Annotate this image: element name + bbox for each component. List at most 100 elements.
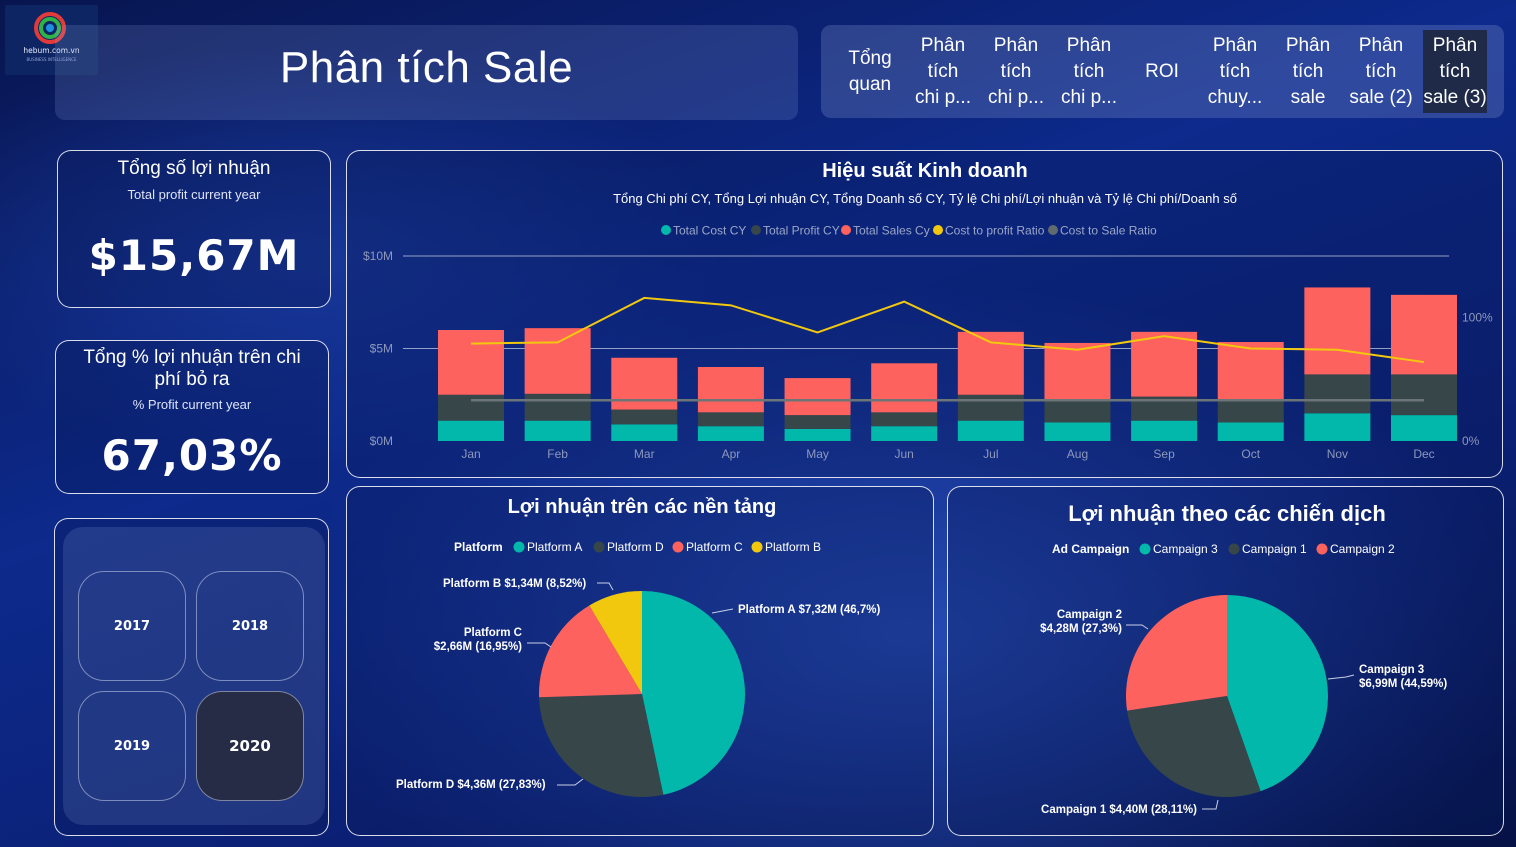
bar-total-sales[interactable] (1044, 342, 1111, 401)
chart-title: Lợi nhuận trên các nền tảng (508, 496, 777, 518)
line-cost-to-profit-ratio[interactable] (470, 296, 1425, 364)
y-tick-label: $10M (363, 249, 393, 263)
legend-label[interactable]: Total Sales Cy (853, 224, 930, 238)
legend-label[interactable]: Platform D (607, 540, 664, 554)
nav-tab-phan-tich-chi-phi-1[interactable]: Phân tích chi p... (915, 34, 971, 108)
bar-total-cost[interactable] (697, 426, 764, 441)
y2-tick-label: 100% (1462, 311, 1493, 325)
kpi-value: 67,03% (101, 431, 283, 480)
bar-total-cost[interactable] (871, 426, 938, 441)
data-label: Campaign 2 (1057, 609, 1122, 621)
nav-tab-phan-tich-chi-phi-2[interactable]: Phân tích chi p... (988, 34, 1044, 108)
bar-total-sales[interactable] (871, 363, 938, 413)
bar-total-profit[interactable] (1391, 374, 1457, 416)
bar-total-sales[interactable] (1391, 294, 1457, 375)
bar-total-profit[interactable] (871, 412, 938, 427)
x-tick-label: Dec (1413, 447, 1434, 461)
bar-total-profit[interactable] (1044, 400, 1111, 423)
x-tick-label: Feb (547, 447, 568, 461)
data-label: Campaign 1 $4,40M (28,11%) (1041, 804, 1197, 816)
bar-total-profit[interactable] (957, 394, 1024, 421)
legend-title: Platform (454, 540, 503, 554)
leader-line (1202, 799, 1219, 810)
legend-label[interactable]: Platform B (765, 540, 821, 554)
pie-slice-campaign-3[interactable] (1227, 595, 1328, 792)
bar-total-sales[interactable] (438, 330, 504, 395)
legend-label[interactable]: Platform C (686, 540, 743, 554)
bar-total-sales[interactable] (697, 367, 764, 413)
bar-total-cost[interactable] (611, 424, 678, 441)
bar-total-profit[interactable] (784, 415, 851, 429)
data-label: $2,66M (16,95%) (434, 641, 522, 653)
bar-total-profit[interactable] (438, 394, 504, 421)
bar-total-sales[interactable] (1304, 287, 1371, 375)
legend-label[interactable]: Cost to profit Ratio (945, 224, 1045, 238)
data-label: Platform D $4,36M (27,83%) (396, 779, 546, 791)
kpi-card-total-profit: Tổng số lợi nhuận Total profit current y… (57, 150, 331, 308)
bar-total-cost[interactable] (438, 420, 504, 441)
year-button-2019[interactable]: 2019 (78, 691, 186, 801)
bar-total-cost[interactable] (784, 428, 851, 441)
bar-total-cost[interactable] (1217, 422, 1284, 442)
nav-tab-phan-tich-sale-3[interactable]: Phân tích sale (3) (1423, 30, 1487, 113)
bar-total-sales[interactable] (611, 357, 678, 410)
page-navigator: Tổng quan Phân tích chi p... Phân tích c… (821, 25, 1504, 118)
bar-total-sales[interactable] (784, 378, 851, 416)
nav-tab-phan-tich-chuyen-doi[interactable]: Phân tích chuy... (1207, 34, 1263, 108)
legend-marker (1316, 543, 1328, 555)
nav-tab-roi[interactable]: ROI (1145, 60, 1179, 82)
bar-total-cost[interactable] (524, 420, 591, 441)
pie-slice-platform-d[interactable] (539, 694, 664, 797)
kpi-title: Tổng % lợi nhuận trên chi phí bỏ ra (83, 347, 301, 390)
y-tick-label: $5M (370, 342, 393, 356)
bar-total-cost[interactable] (1131, 420, 1198, 441)
bar-total-sales[interactable] (524, 328, 591, 394)
legend-marker (1048, 225, 1058, 235)
bar-total-profit[interactable] (697, 412, 764, 427)
pie-slice-platform-a[interactable] (642, 591, 745, 795)
pie-slice-platform-b[interactable] (589, 591, 642, 694)
legend-label[interactable]: Campaign 2 (1330, 542, 1395, 556)
data-label: $6,99M (44,59%) (1359, 678, 1447, 690)
pie-slice-campaign-2[interactable] (1126, 595, 1227, 711)
nav-tab-tong-quan[interactable]: Tổng quan (848, 47, 892, 95)
legend-label[interactable]: Campaign 1 (1242, 542, 1307, 556)
bar-total-cost[interactable] (957, 420, 1024, 441)
bar-total-sales[interactable] (1131, 331, 1198, 397)
leader-line (711, 608, 734, 614)
nav-tab-phan-tich-sale[interactable]: Phân tích sale (1285, 34, 1331, 108)
legend-label[interactable]: Cost to Sale Ratio (1060, 224, 1157, 238)
data-label: Campaign 3 (1359, 664, 1424, 676)
leader-line (1327, 674, 1355, 680)
logo-name: hebum.com.vn (23, 46, 80, 55)
bar-total-cost[interactable] (1044, 422, 1111, 442)
pie-slice-platform-c[interactable] (539, 605, 642, 698)
legend-label[interactable]: Platform A (527, 540, 582, 554)
chart-title: Lợi nhuận theo các chiến dịch (1068, 501, 1386, 526)
kpi-subtitle: Total profit current year (127, 187, 261, 202)
bar-total-cost[interactable] (1391, 415, 1457, 441)
bar-total-cost[interactable] (1304, 413, 1371, 441)
nav-tab-phan-tich-sale-2[interactable]: Phân tích sale (2) (1349, 34, 1413, 108)
year-button-2020[interactable]: 2020 (196, 691, 304, 801)
bar-total-sales[interactable] (1217, 342, 1284, 401)
title-bar: Phân tích Sale (55, 25, 798, 120)
leader-line (597, 582, 614, 591)
x-tick-label: Jul (983, 447, 998, 461)
bar-total-profit[interactable] (1304, 374, 1371, 414)
bar-total-profit[interactable] (524, 393, 591, 421)
x-tick-label: Nov (1327, 447, 1348, 461)
bar-total-profit[interactable] (1217, 400, 1284, 423)
legend-label[interactable]: Campaign 3 (1153, 542, 1218, 556)
pie-slice-campaign-1[interactable] (1127, 696, 1261, 797)
year-button-2018[interactable]: 2018 (196, 571, 304, 681)
legend-label[interactable]: Total Cost CY (673, 224, 746, 238)
bar-total-profit[interactable] (611, 409, 678, 425)
business-performance-chart: Hiệu suất Kinh doanh Tổng Chi phí CY, Tổ… (363, 160, 1493, 461)
nav-tab-phan-tich-chi-phi-3[interactable]: Phân tích chi p... (1061, 34, 1117, 108)
data-label: Platform A $7,32M (46,7%) (738, 604, 880, 616)
year-button-2017[interactable]: 2017 (78, 571, 186, 681)
legend-label[interactable]: Total Profit CY (763, 224, 840, 238)
x-tick-label: Apr (722, 447, 741, 461)
campaign-profit-card: Lợi nhuận theo các chiến dịch Ad Campaig… (947, 486, 1504, 836)
